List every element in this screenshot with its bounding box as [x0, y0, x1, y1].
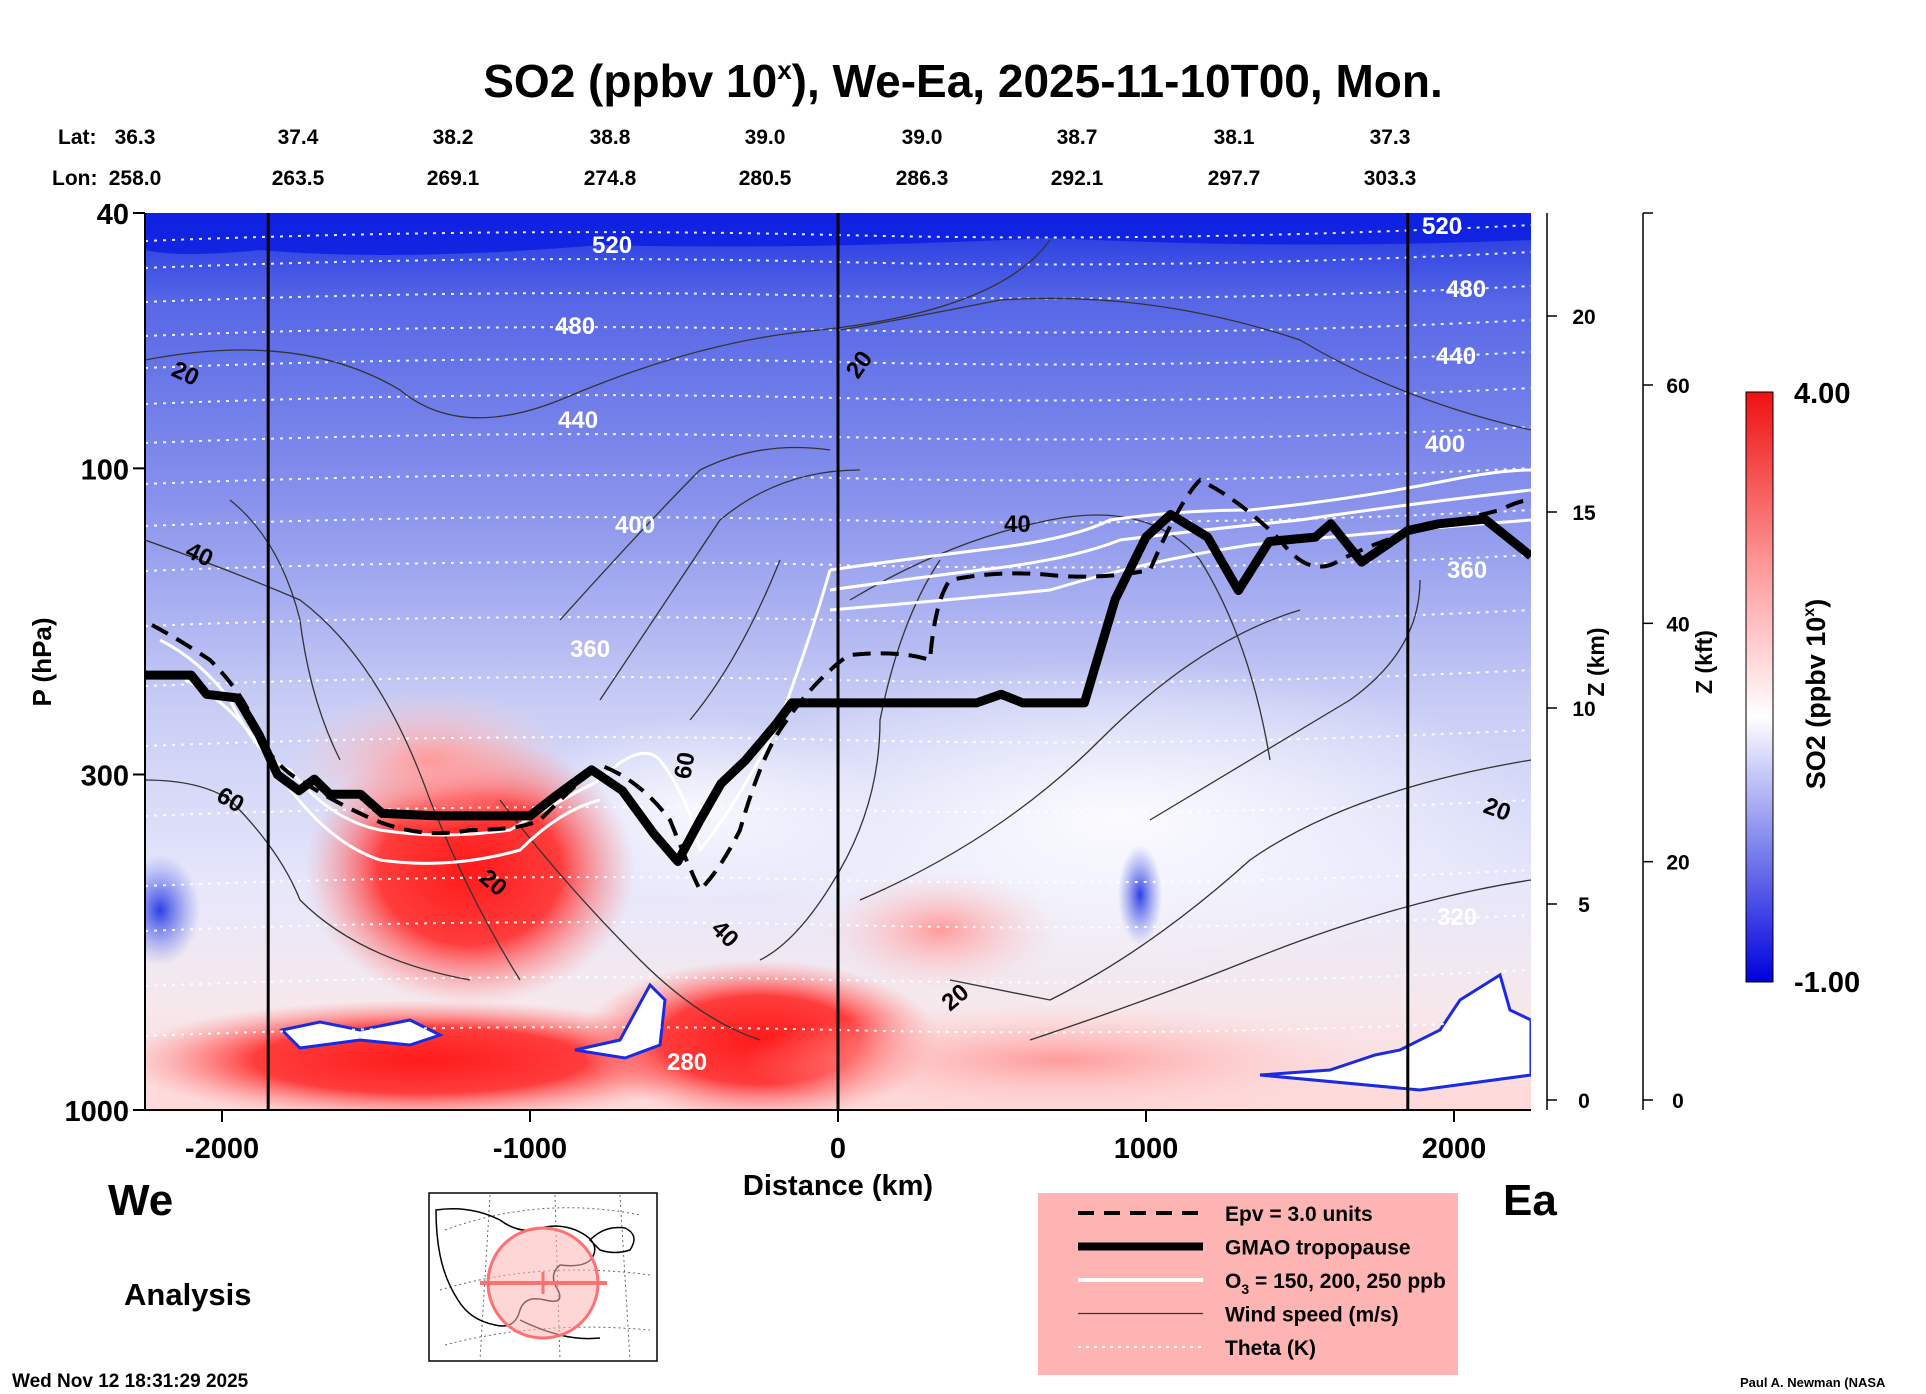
lat-value-2: 38.2 — [433, 126, 474, 149]
so2-field-pink-east — [820, 870, 1060, 990]
theta-label-400-west: 400 — [615, 512, 655, 539]
x-tick-label-4: 2000 — [1422, 1133, 1487, 1165]
lon-value-1: 263.5 — [272, 167, 325, 190]
west-label: We — [108, 1176, 173, 1225]
colorbar-min-label: -1.00 — [1794, 967, 1860, 999]
lat-value-6: 38.7 — [1057, 126, 1098, 149]
colorbar-max-label: 4.00 — [1794, 378, 1850, 410]
z-kft-tick-label-3: 60 — [1666, 375, 1689, 398]
lon-value-5: 286.3 — [896, 167, 949, 190]
lat-value-8: 37.3 — [1370, 126, 1411, 149]
theta-label-360-west: 360 — [570, 636, 610, 663]
z-km-tick-label-0: 0 — [1578, 1090, 1590, 1113]
x-tick-label-3: 1000 — [1114, 1133, 1179, 1165]
colorbar-title: SO2 (ppbv 10x) — [1801, 599, 1831, 789]
wind-label-40-mid: 40 — [1004, 511, 1031, 538]
lat-value-3: 38.8 — [590, 126, 631, 149]
z-km-tick-label-4: 20 — [1572, 306, 1595, 329]
analysis-label: Analysis — [124, 1277, 252, 1312]
y-axis-title: P (hPa) — [27, 617, 57, 706]
lon-value-3: 274.8 — [584, 167, 637, 190]
lon-value-6: 292.1 — [1051, 167, 1104, 190]
plot-area — [145, 213, 1531, 1110]
z-kft-tick-label-2: 40 — [1666, 613, 1689, 636]
colorbar: 4.00 -1.00 SO2 (ppbv 10x) — [1745, 378, 1860, 999]
y-tick-label-0: 40 — [97, 199, 129, 231]
theta-label-440-east: 440 — [1436, 343, 1476, 370]
lon-value-7: 297.7 — [1208, 167, 1261, 190]
theta-label-480-east: 480 — [1446, 276, 1486, 303]
lat-lon-row: 36.3 258.0 37.4 263.5 38.2 269.1 38.8 274.8 39.0… — [109, 126, 1417, 190]
z-kft-tick-label-0: 0 — [1672, 1090, 1684, 1113]
so2-field-high-sfc-east — [740, 1005, 1380, 1110]
theta-label-480-west: 480 — [555, 313, 595, 340]
lat-value-7: 38.1 — [1214, 126, 1255, 149]
lon-value-4: 280.5 — [739, 167, 792, 190]
colorbar-ramp — [1745, 391, 1774, 983]
legend-label-0: Epv = 3.0 units — [1225, 1203, 1373, 1226]
x-tick-label-0: -2000 — [185, 1133, 259, 1165]
chart-title: SO2 (ppbv 10x), We-Ea, 2025-11-10T00, Mo… — [483, 55, 1443, 107]
legend-label-4: Theta (K) — [1225, 1337, 1316, 1360]
theta-label-320: 320 — [1437, 904, 1477, 931]
timestamp: Wed Nov 12 18:31:29 2025 — [12, 1371, 249, 1392]
x-tick-label-2: 0 — [830, 1133, 846, 1165]
legend-label-2: O3 = 150, 200, 250 ppb — [1225, 1270, 1446, 1297]
missing-data-patch-west — [278, 1018, 444, 1050]
lat-value-1: 37.4 — [278, 126, 319, 149]
missing-data-patch-center — [574, 982, 667, 1060]
vertical-guide-lines — [266, 213, 1410, 1110]
axes: -2000 -1000 0 1000 2000 40 100 300 1000 0 5 10 15 20 0… — [64, 199, 1689, 1165]
z-km-tick-label-3: 15 — [1572, 502, 1596, 525]
legend: Epv = 3.0 units GMAO tropopause O3 = 150, … — [1038, 1193, 1458, 1375]
lat-value-0: 36.3 — [115, 126, 156, 149]
theta-label-440-west: 440 — [558, 407, 598, 434]
z-km-tick-label-2: 10 — [1572, 698, 1595, 721]
theta-label-400-east: 400 — [1425, 431, 1465, 458]
y-tick-label-1: 100 — [81, 454, 129, 486]
lon-label: Lon: — [52, 167, 97, 190]
z-kft-axis-title: Z (kft) — [1691, 630, 1717, 694]
y-tick-label-2: 300 — [81, 760, 129, 792]
lon-value-8: 303.3 — [1364, 167, 1417, 190]
y-tick-label-3: 1000 — [64, 1096, 129, 1128]
theta-labels: 520 520 480 480 440 440 400 400 360 360 … — [555, 213, 1487, 1076]
credit: Paul A. Newman (NASA — [1740, 1375, 1886, 1390]
so2-field-low-west — [145, 855, 200, 965]
missing-data-patch-east — [1259, 972, 1531, 1092]
legend-label-3: Wind speed (m/s) — [1225, 1304, 1399, 1327]
lat-value-5: 39.0 — [902, 126, 943, 149]
theta-label-520-west: 520 — [592, 232, 632, 259]
lat-label: Lat: — [58, 126, 97, 149]
inset-map — [428, 1192, 658, 1362]
theta-label-280: 280 — [667, 1049, 707, 1076]
so2-field-low-east — [1118, 845, 1162, 945]
lon-value-2: 269.1 — [427, 167, 480, 190]
x-axis-title: Distance (km) — [743, 1170, 933, 1202]
lon-value-0: 258.0 — [109, 167, 162, 190]
gmao-tropopause-line — [145, 510, 1531, 866]
z-km-tick-label-1: 5 — [1578, 894, 1590, 917]
theta-label-360-east: 360 — [1447, 557, 1487, 584]
z-kft-tick-label-1: 20 — [1666, 852, 1689, 875]
legend-label-1: GMAO tropopause — [1225, 1237, 1411, 1260]
wind-speed-contours — [145, 239, 1531, 1041]
legend-background — [1038, 1193, 1458, 1375]
east-label: Ea — [1503, 1176, 1557, 1225]
z-km-axis-title: Z (km) — [1583, 628, 1609, 697]
x-tick-label-1: -1000 — [493, 1133, 567, 1165]
theta-label-520-east: 520 — [1422, 213, 1462, 240]
wind-label-60-center: 60 — [669, 750, 700, 781]
lat-value-4: 39.0 — [745, 126, 786, 149]
